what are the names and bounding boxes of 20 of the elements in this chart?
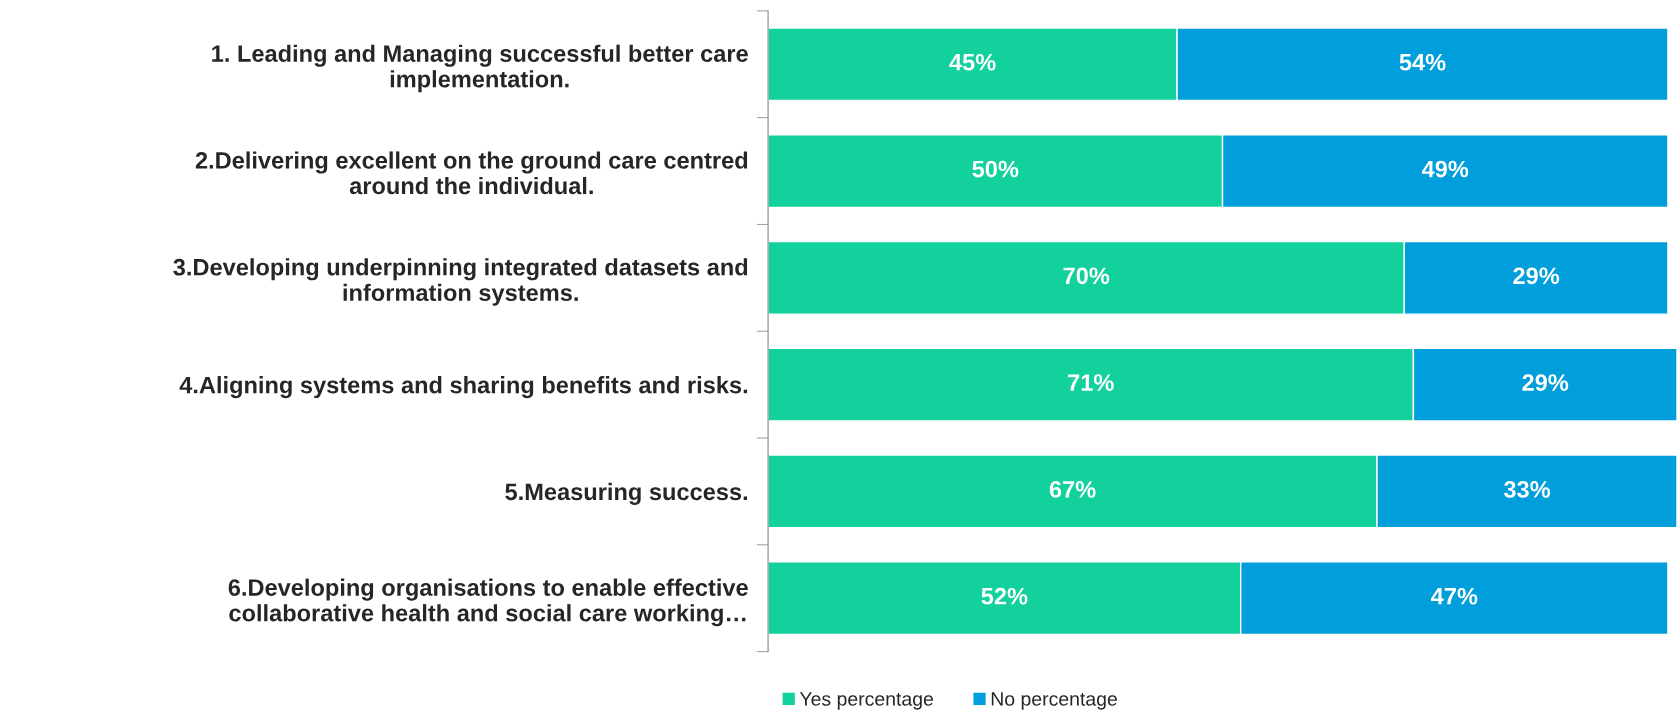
data-label: 45% (949, 53, 996, 71)
y-tick-label: 5.Measuring success. (505, 482, 748, 505)
y-tick-label: 3.Developing underpinning integrated datasets and information systems. (173, 258, 748, 306)
data-label: 71% (1068, 374, 1114, 391)
data-label: 33% (1503, 481, 1551, 498)
data-label: 29% (1513, 267, 1560, 285)
data-label: 50% (972, 160, 1019, 178)
y-tick-label: 1. Leading and Managing successful better care implementation. (212, 44, 748, 93)
data-label: 54% (1399, 53, 1446, 71)
data-label: 67% (1049, 481, 1096, 498)
y-tick-label: 4.Aligning systems and sharing benefits and risks. (179, 376, 748, 399)
legend-label: No percentage (991, 692, 1117, 710)
legend-label: Yes percentage (799, 692, 933, 710)
data-label: 49% (1421, 160, 1469, 178)
data-label: 70% (1063, 267, 1110, 285)
data-label: 29% (1522, 374, 1569, 391)
data-label: 52% (981, 587, 1028, 605)
data-label: 47% (1431, 587, 1478, 605)
y-tick-label: 6.Developing organisations to enable effective collaborative health and social care working… (228, 578, 748, 627)
y-tick-label: 2.Delivering excellent on the ground care centred around the individual. (195, 151, 748, 195)
